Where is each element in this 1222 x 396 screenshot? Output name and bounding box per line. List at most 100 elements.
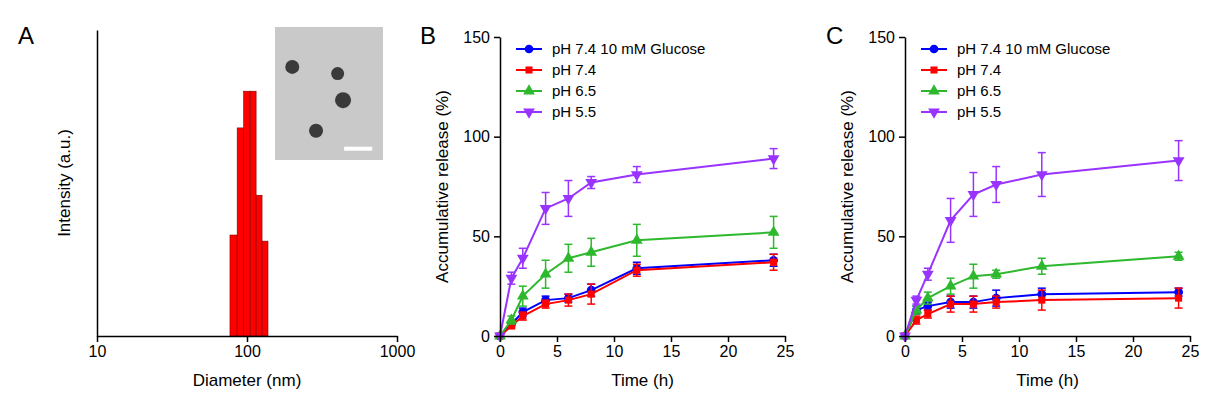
tick: 25 xyxy=(1182,336,1200,360)
tick-mark xyxy=(899,136,905,138)
error-cap xyxy=(912,313,920,315)
tick-mark xyxy=(728,336,730,342)
tick-mark xyxy=(247,336,249,342)
error-cap xyxy=(1038,152,1046,154)
error-cap xyxy=(992,166,1000,168)
marker xyxy=(947,301,954,308)
marker xyxy=(911,297,923,307)
error-bar xyxy=(1175,288,1183,308)
error-cap xyxy=(770,216,778,218)
error-cap xyxy=(542,287,550,289)
marker xyxy=(540,267,552,277)
marker xyxy=(588,291,595,298)
legend-marker xyxy=(523,84,535,94)
error-bar xyxy=(633,262,641,274)
marker xyxy=(540,205,552,215)
tick-mark xyxy=(899,37,905,39)
error-bar xyxy=(969,296,977,312)
x-axis: 101001000 xyxy=(89,336,416,360)
error-cap xyxy=(587,283,595,285)
x-axis: 0510152025 xyxy=(901,336,1199,360)
y-axis-title: Accumulative release (%) xyxy=(433,90,452,283)
legend-marker xyxy=(930,45,939,54)
tick-mark xyxy=(494,37,500,39)
tick-label: 0 xyxy=(496,343,505,360)
error-cap xyxy=(947,198,955,200)
error-cap xyxy=(947,295,955,297)
y-axis xyxy=(97,31,98,337)
plot-area xyxy=(494,149,779,342)
legend-label: pH 5.5 xyxy=(552,103,596,120)
tick: 5 xyxy=(958,336,967,360)
panel-label: C xyxy=(826,22,843,49)
error-cap xyxy=(770,254,778,256)
tick: 100 xyxy=(868,128,905,145)
legend-item: pH 7.4 xyxy=(921,61,1001,78)
marker xyxy=(1038,297,1045,304)
error-cap xyxy=(947,242,955,244)
bar xyxy=(250,91,256,336)
marker xyxy=(585,245,597,255)
tick: 10 xyxy=(606,336,624,360)
error-cap xyxy=(992,295,1000,297)
error-cap xyxy=(633,256,641,258)
panel-label: B xyxy=(420,22,436,49)
error-cap xyxy=(1038,196,1046,198)
tick-label: 100 xyxy=(234,343,261,360)
scale-bar xyxy=(344,147,372,151)
marker xyxy=(1036,171,1048,181)
marker xyxy=(990,267,1002,277)
error-cap xyxy=(947,277,955,279)
error-cap xyxy=(633,263,641,265)
error-cap xyxy=(519,285,527,287)
series xyxy=(496,254,778,340)
error-cap xyxy=(1175,260,1183,262)
figure: 101001000Diameter (nm)Intensity (a.u.)A0… xyxy=(0,0,1222,396)
tick: 10 xyxy=(1011,336,1029,360)
marker xyxy=(1175,295,1182,302)
axis-line xyxy=(905,38,907,337)
marker xyxy=(563,195,575,205)
tick-label: 50 xyxy=(877,228,895,245)
tick-label: 150 xyxy=(868,29,895,46)
tick: 0 xyxy=(496,336,505,360)
error-cap xyxy=(542,260,550,262)
error-cap xyxy=(969,172,977,174)
legend-item: pH 6.5 xyxy=(921,82,1001,99)
plot-area xyxy=(230,91,268,336)
legend-marker xyxy=(930,66,937,73)
error-cap xyxy=(564,216,572,218)
series xyxy=(494,149,779,342)
marker xyxy=(993,299,1000,306)
tick-mark xyxy=(397,336,399,342)
marker xyxy=(517,289,529,299)
panel-label: A xyxy=(18,22,34,49)
bar xyxy=(230,235,237,336)
error-cap xyxy=(507,323,515,325)
error-cap xyxy=(564,293,572,295)
tick-label: 5 xyxy=(958,343,967,360)
tick: 0 xyxy=(901,336,910,360)
tick: 5 xyxy=(553,336,562,360)
marker xyxy=(519,313,526,320)
marker xyxy=(565,297,572,304)
error-cap xyxy=(633,224,641,226)
error-cap xyxy=(519,305,527,307)
error-cap xyxy=(587,238,595,240)
marker xyxy=(768,155,780,165)
tick-label: 20 xyxy=(1125,343,1143,360)
legend-marker xyxy=(525,45,534,54)
marker xyxy=(945,217,957,227)
particle xyxy=(335,92,351,108)
legend-marker xyxy=(525,66,532,73)
tick-mark xyxy=(614,336,616,342)
marker xyxy=(1036,259,1048,269)
error-cap xyxy=(1038,258,1046,260)
series xyxy=(901,288,1183,341)
error-cap xyxy=(587,283,595,285)
marker xyxy=(631,171,643,181)
error-cap xyxy=(633,182,641,184)
error-cap xyxy=(912,313,920,315)
tick-label: 100 xyxy=(868,128,895,145)
marker xyxy=(924,311,931,318)
